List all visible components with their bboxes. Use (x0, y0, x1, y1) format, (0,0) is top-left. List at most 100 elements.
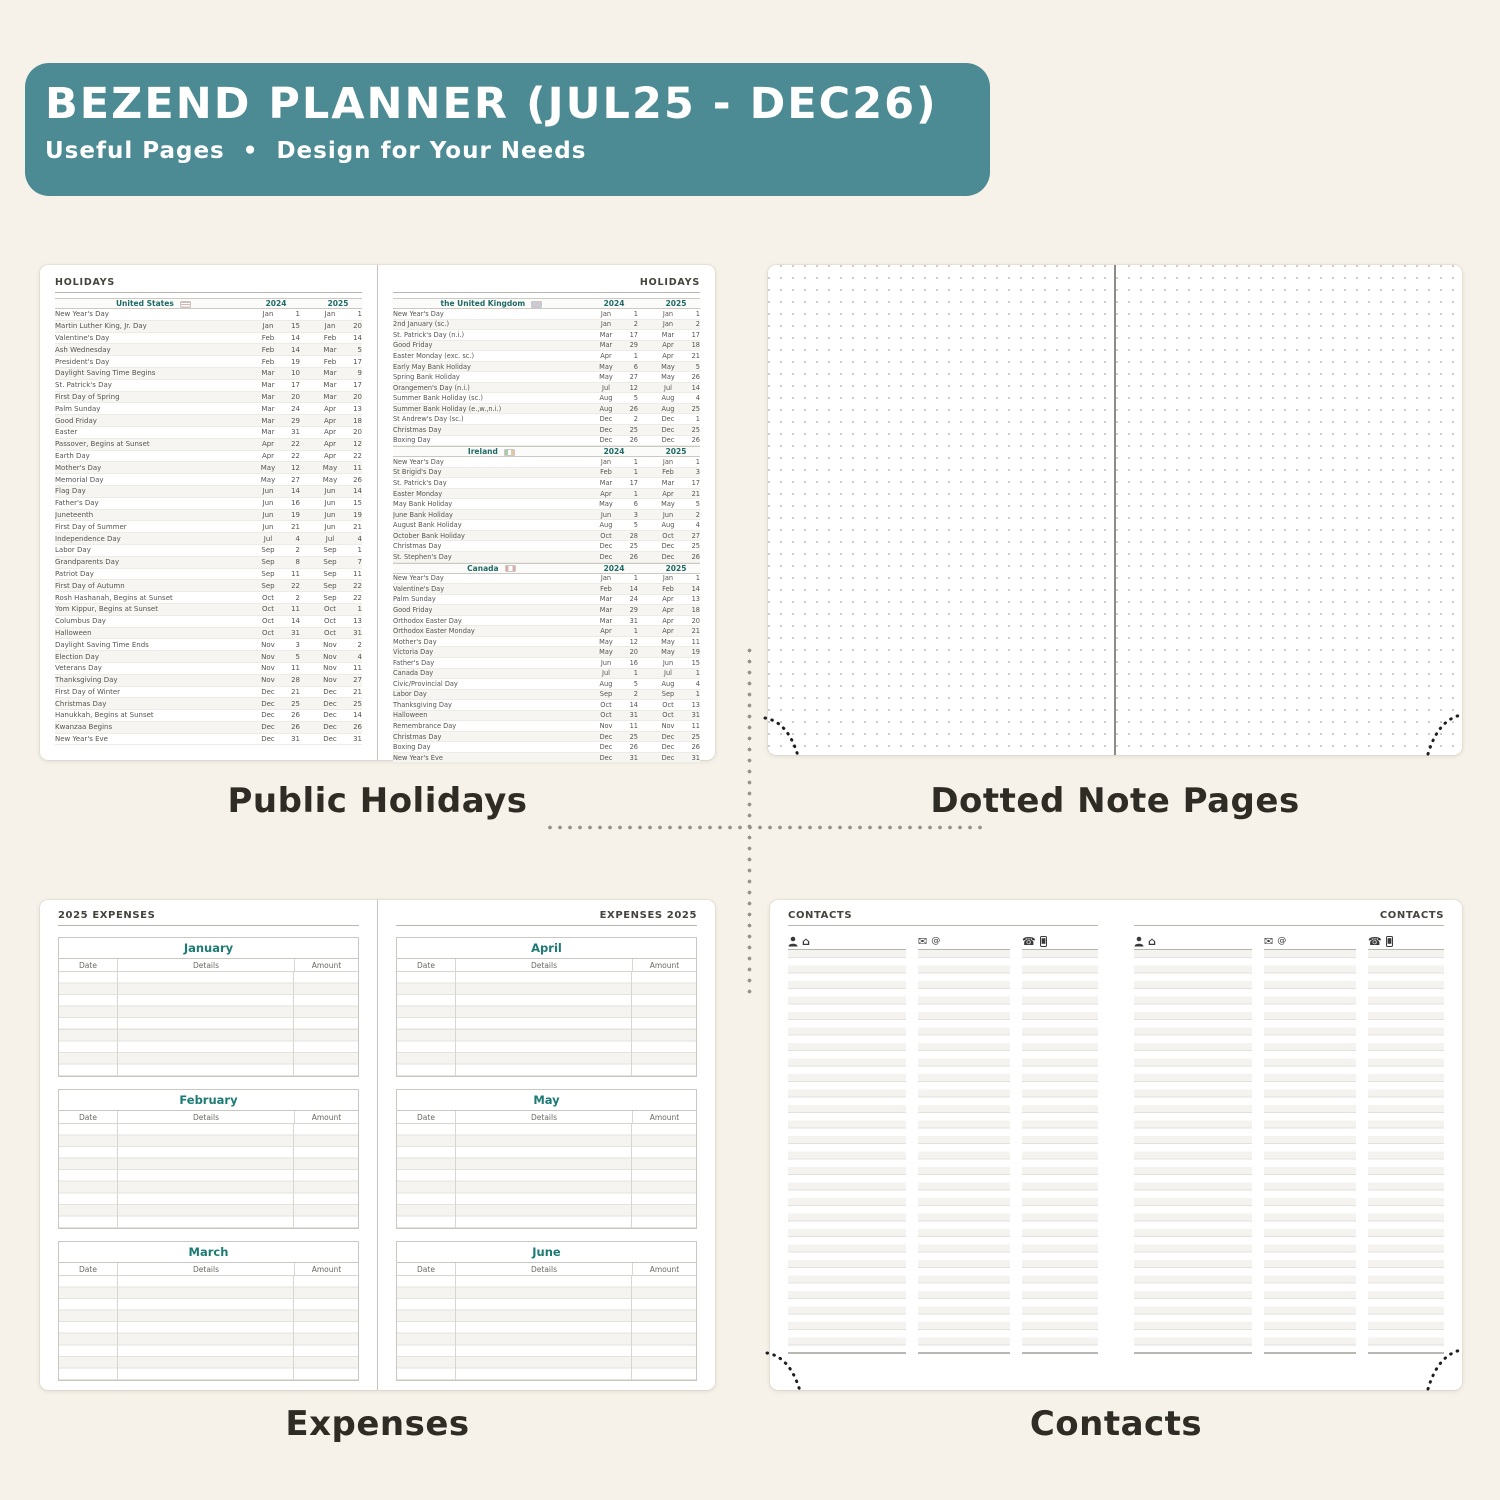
holiday-row: Daylight Saving Time Begins Mar 10 Mar 9 (55, 367, 362, 380)
holiday-row: Orangemen's Day (n.i.) Jul 12 Jul 14 (393, 382, 700, 394)
holiday-row: Christmas Day Dec 25 Dec 25 (393, 425, 700, 436)
section-title: Canada (467, 563, 499, 573)
phone-icon: ☎ (1368, 935, 1382, 948)
holiday-row: Canada Day Jul 1 Jul 1 (393, 668, 700, 680)
contacts-left-page: CONTACTS ⌂ ✉ @ (770, 900, 1116, 1390)
holiday-row: Palm Sunday Mar 24 Apr 13 (55, 403, 362, 416)
contacts-caption: Contacts (1029, 1404, 1203, 1444)
date-column-header: Date (417, 1113, 435, 1122)
expense-month-table: June Date Details Amount (396, 1241, 697, 1381)
holiday-row: Earth Day Apr 22 Apr 22 (55, 451, 362, 463)
email-column: ✉ @ (918, 935, 1010, 1354)
expenses-spread: 2025 EXPENSES January Date Details Amoun… (40, 900, 715, 1390)
details-column-header: Details (455, 1111, 632, 1124)
details-column-header: Details (117, 959, 294, 972)
holiday-section-canada: Canada 2024 2025 New Year's Day Jan 1 Ja… (393, 562, 700, 764)
details-column-header: Details (117, 1111, 294, 1124)
home-icon: ⌂ (802, 935, 810, 948)
holiday-row: Election Day Nov 5 Nov 4 (55, 651, 362, 663)
expense-column-headers: Date Details Amount (397, 1263, 696, 1276)
holiday-row: Martin Luther King, Jr. Day Jan 15 Jan 2… (55, 320, 362, 333)
corner-curl-dots (763, 716, 800, 758)
holiday-row: Boxing Day Dec 26 Dec 26 (393, 436, 700, 447)
holiday-row: Juneteenth Jun 19 Jun 19 (55, 509, 362, 522)
details-column-header: Details (455, 959, 632, 972)
corner-curl-dots (765, 1351, 802, 1393)
dotted-note-left-page (768, 265, 1114, 755)
phone-column: ☎ (1022, 935, 1098, 1354)
month-title: June (397, 1242, 696, 1263)
holiday-row: Rosh Hashanah, Begins at Sunset Oct 2 Se… (55, 592, 362, 604)
ireland-flag-icon (504, 448, 516, 456)
holiday-row: Memorial Day May 27 May 26 (55, 474, 362, 486)
holiday-row: Easter Monday Apr 1 Apr 21 (393, 488, 700, 500)
holiday-row: New Year's Eve Dec 31 Dec 31 (55, 734, 362, 746)
holiday-row: St. Patrick's Day Mar 17 Mar 17 (55, 380, 362, 392)
contacts-spread: CONTACTS ⌂ ✉ @ (770, 900, 1462, 1390)
banner: BEZEND PLANNER (JUL25 - DEC26) Useful Pa… (25, 63, 990, 196)
amount-column-header: Amount (294, 1111, 358, 1124)
holiday-row: New Year's Day Jan 1 Jan 1 (55, 309, 362, 321)
expense-month-table: March Date Details Amount (58, 1241, 359, 1381)
holiday-rows: New Year's Day Jan 1 Jan 1 2nd January (… (393, 309, 700, 447)
expense-column-headers: Date Details Amount (59, 959, 358, 972)
month-title: March (59, 1242, 358, 1263)
name-address-column: ⌂ (1134, 935, 1252, 1354)
name-address-column: ⌂ (788, 935, 906, 1354)
holiday-row: New Year's Day Jan 1 Jan 1 (393, 574, 700, 585)
holiday-row: Independence Day Jul 4 Jul 4 (55, 533, 362, 545)
holiday-row: May Bank Holiday May 6 May 5 (393, 500, 700, 510)
at-icon: @ (931, 936, 941, 946)
year-column-2025: 2025 (665, 299, 687, 308)
mail-icon: ✉ (918, 935, 928, 948)
holidays-spread: HOLIDAYS United States 2024 2025 New Yea… (40, 265, 715, 764)
expense-column-headers: Date Details Amount (59, 1111, 358, 1124)
amount-column-header: Amount (632, 1111, 696, 1124)
horizontal-dotted-guide (545, 825, 985, 830)
vertical-dotted-guide (747, 645, 752, 995)
holiday-row: Civic/Provincial Day Aug 5 Aug 4 (393, 679, 700, 690)
year-column-2024: 2024 (603, 299, 625, 308)
person-icon (788, 936, 798, 947)
phone-column: ☎ (1368, 935, 1444, 1354)
ruled-lines (918, 950, 1010, 1354)
canada-flag-icon (504, 565, 516, 573)
dotted-note-right-page (1116, 265, 1462, 755)
holiday-row: Patriot Day Sep 11 Sep 11 (55, 569, 362, 581)
holiday-row: President's Day Feb 19 Feb 17 (55, 356, 362, 368)
notes-spread (768, 265, 1462, 755)
at-icon: @ (1277, 936, 1287, 946)
month-title: February (59, 1090, 358, 1111)
holiday-row: Boxing Day Dec 26 Dec 26 (393, 743, 700, 753)
year-column-2024: 2024 (265, 299, 287, 308)
expense-column-headers: Date Details Amount (59, 1263, 358, 1276)
year-column-2024: 2024 (603, 447, 625, 457)
uk-flag-icon (531, 300, 543, 308)
expenses-right-page: EXPENSES 2025 April Date Details Amount (378, 900, 715, 1390)
expense-blank-rows (59, 1124, 358, 1228)
year-column-2024: 2024 (603, 563, 625, 573)
holiday-row: Christmas Day Dec 25 Dec 25 (55, 698, 362, 711)
holiday-row: Halloween Oct 31 Oct 31 (55, 627, 362, 640)
holiday-rows: New Year's Day Jan 1 Jan 1 Valentine's D… (393, 574, 700, 764)
banner-subtitle-right: Design for Your Needs (276, 138, 587, 164)
expense-month-table: May Date Details Amount (396, 1089, 697, 1229)
month-title: May (397, 1090, 696, 1111)
date-column-header: Date (79, 961, 97, 970)
holiday-row: Christmas Day Dec 25 Dec 25 (393, 731, 700, 743)
expense-blank-rows (397, 1276, 696, 1380)
holiday-row: Columbus Day Oct 14 Oct 13 (55, 616, 362, 628)
holiday-rows: New Year's Day Jan 1 Jan 1 St Brigid's D… (393, 457, 700, 563)
holiday-row: August Bank Holiday Aug 5 Aug 4 (393, 521, 700, 531)
expense-month-table: April Date Details Amount (396, 937, 697, 1077)
holiday-row: Valentine's Day Feb 14 Feb 14 (55, 333, 362, 345)
holiday-row: Good Friday Mar 29 Apr 18 (55, 415, 362, 427)
holiday-row: Early May Bank Holiday May 6 May 5 (393, 361, 700, 373)
year-column-2025: 2025 (665, 563, 687, 573)
date-column-header: Date (79, 1265, 97, 1274)
mail-icon: ✉ (1264, 935, 1274, 948)
us-flag-icon (180, 300, 192, 308)
contacts-columns: ⌂ ✉ @ ☎ (788, 935, 1098, 1354)
holiday-row: New Year's Eve Dec 31 Dec 31 (393, 752, 700, 764)
holiday-section-united-kingdom: the United Kingdom 2024 2025 New Year's … (393, 298, 700, 447)
